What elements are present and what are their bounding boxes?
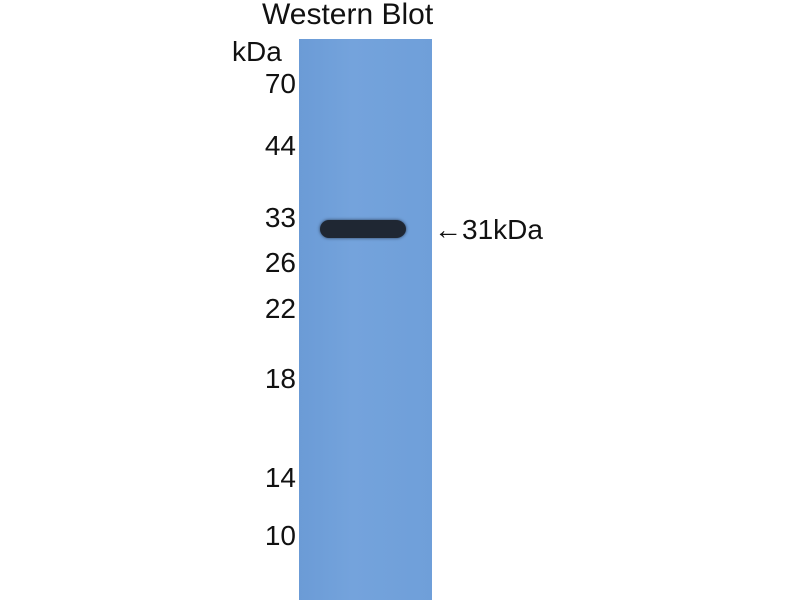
marker-label: 70 bbox=[264, 68, 296, 99]
protein-band bbox=[320, 220, 406, 238]
blot-lane bbox=[299, 39, 432, 600]
marker-label: 22 bbox=[264, 293, 296, 324]
unit-label: kDa bbox=[232, 36, 282, 67]
marker-label: 33 bbox=[264, 202, 296, 233]
marker-label: 44 bbox=[264, 130, 296, 161]
figure-title: Western Blot bbox=[262, 0, 434, 31]
marker-label: 26 bbox=[264, 247, 296, 278]
marker-label: 10 bbox=[264, 520, 296, 551]
marker-label: 14 bbox=[264, 462, 296, 493]
marker-label: 18 bbox=[264, 363, 296, 394]
band-size-label: ←31kDa bbox=[434, 214, 543, 245]
